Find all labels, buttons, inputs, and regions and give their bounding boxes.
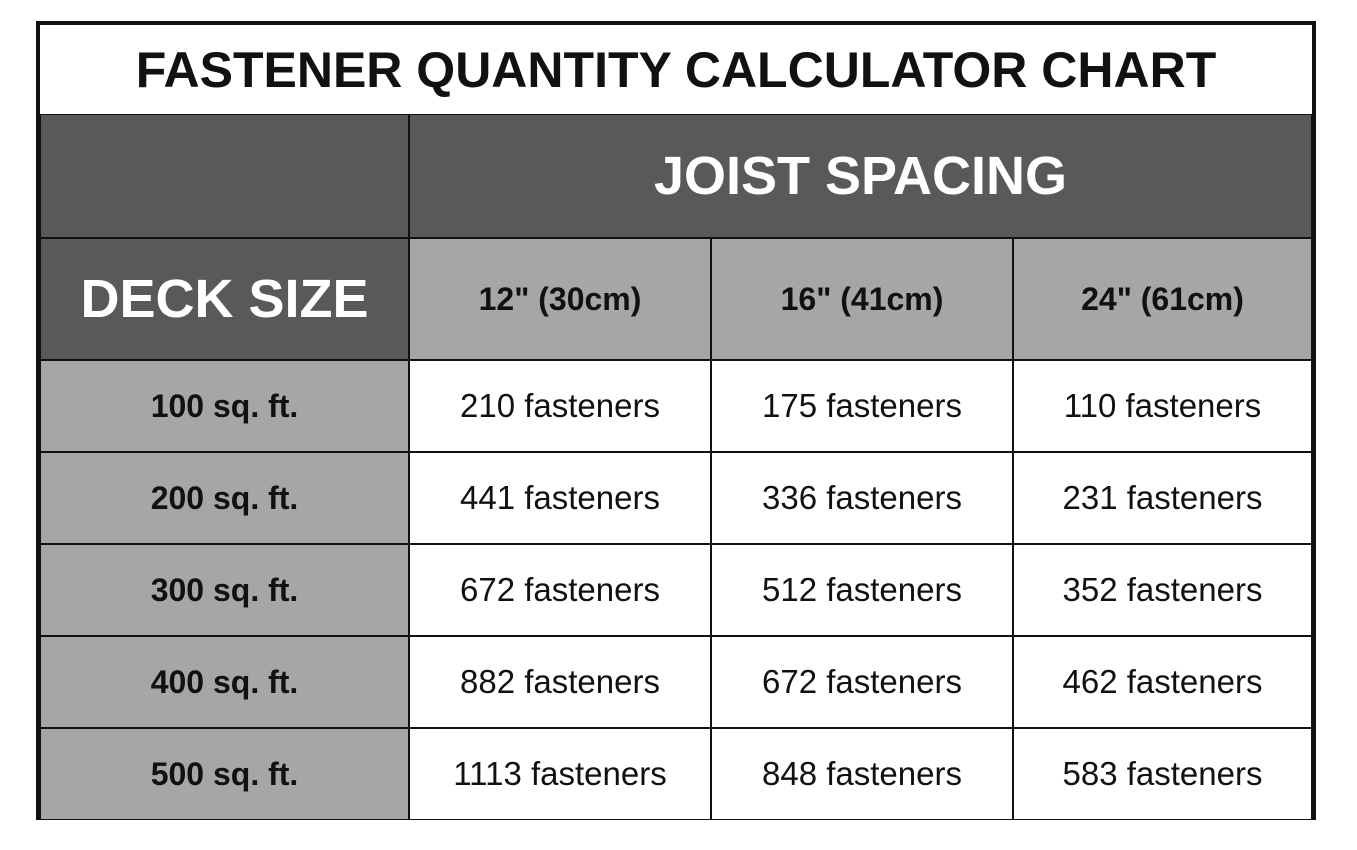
data-cell: 583 fasteners bbox=[1013, 728, 1312, 820]
column-header: 12" (30cm) bbox=[409, 238, 711, 360]
row-label: 100 sq. ft. bbox=[40, 360, 409, 452]
data-cell: 210 fasteners bbox=[409, 360, 711, 452]
row-label: 500 sq. ft. bbox=[40, 728, 409, 820]
data-cell: 512 fasteners bbox=[711, 544, 1013, 636]
data-cell: 882 fasteners bbox=[409, 636, 711, 728]
row-label: 300 sq. ft. bbox=[40, 544, 409, 636]
table: FASTENER QUANTITY CALCULATOR CHART JOIST… bbox=[36, 21, 1316, 820]
data-cell: 462 fasteners bbox=[1013, 636, 1312, 728]
data-cell: 175 fasteners bbox=[711, 360, 1013, 452]
group-header: JOIST SPACING bbox=[409, 114, 1312, 238]
corner-cell bbox=[40, 114, 409, 238]
column-header: 24" (61cm) bbox=[1013, 238, 1312, 360]
data-cell: 110 fasteners bbox=[1013, 360, 1312, 452]
data-cell: 672 fasteners bbox=[409, 544, 711, 636]
data-cell: 848 fasteners bbox=[711, 728, 1013, 820]
column-header: 16" (41cm) bbox=[711, 238, 1013, 360]
data-cell: 672 fasteners bbox=[711, 636, 1013, 728]
data-cell: 231 fasteners bbox=[1013, 452, 1312, 544]
data-cell: 441 fasteners bbox=[409, 452, 711, 544]
row-label: 400 sq. ft. bbox=[40, 636, 409, 728]
title: FASTENER QUANTITY CALCULATOR CHART bbox=[135, 41, 1217, 98]
data-cell: 1113 fasteners bbox=[409, 728, 711, 820]
data-cell: 352 fasteners bbox=[1013, 544, 1312, 636]
row-header: DECK SIZE bbox=[40, 238, 409, 360]
data-cell: 336 fasteners bbox=[711, 452, 1013, 544]
row-label: 200 sq. ft. bbox=[40, 452, 409, 544]
